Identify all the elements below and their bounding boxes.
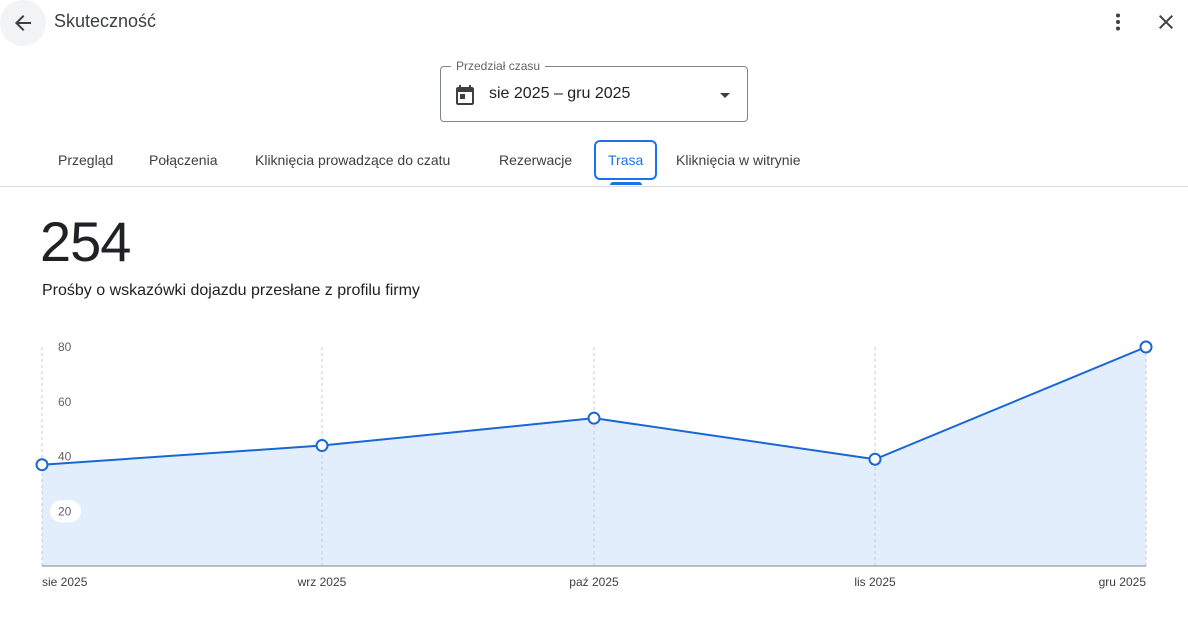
x-tick-label: gru 2025 <box>1099 575 1147 589</box>
arrow-back-icon <box>15 15 31 31</box>
data-point <box>35 458 49 472</box>
active-tab-indicator <box>610 182 642 185</box>
tab-bar: Przegląd Połączenia Kliknięcia prowadząc… <box>0 140 1188 187</box>
date-range-select[interactable]: Przedział czasu sie 2025 – gru 2025 <box>440 59 748 122</box>
data-point <box>587 411 601 425</box>
x-tick-label: paź 2025 <box>569 575 619 589</box>
date-range-value: sie 2025 – gru 2025 <box>489 85 631 102</box>
x-tick-label: sie 2025 <box>42 575 88 589</box>
more-vert-icon <box>1116 13 1120 31</box>
back-button[interactable] <box>0 0 46 46</box>
calendar-icon <box>456 85 474 105</box>
x-tick-label: wrz 2025 <box>297 575 347 589</box>
tab-trasa[interactable]: Trasa <box>594 140 658 180</box>
more-options-button[interactable] <box>1104 8 1132 36</box>
directions-chart: 20 40 60 80 sie 2025 wrz 2025 paź 2025 lis 2025… <box>35 340 1153 589</box>
y-tick-bg <box>50 500 81 523</box>
data-point <box>1139 340 1153 354</box>
date-range-legend: Przedział czasu <box>451 59 546 73</box>
metric-value: 254 <box>40 210 131 273</box>
y-tick-label: 60 <box>58 395 72 409</box>
y-tick-label: 80 <box>58 340 72 354</box>
dropdown-arrow-icon <box>720 93 730 98</box>
y-tick-label: 20 <box>58 504 72 518</box>
tab-polaczenia[interactable]: Połączenia <box>149 152 218 168</box>
close-icon <box>1159 15 1173 29</box>
data-point <box>315 439 329 453</box>
tab-rezerwacje[interactable]: Rezerwacje <box>499 152 573 168</box>
close-button[interactable] <box>1152 8 1180 36</box>
page-title: Skuteczność <box>54 11 157 31</box>
tab-klikniecia-czat[interactable]: Kliknięcia prowadzące do czatu <box>255 152 451 168</box>
data-point <box>868 452 882 466</box>
header: Skuteczność <box>0 0 1188 46</box>
y-tick-label: 40 <box>58 450 72 464</box>
tab-przeglad[interactable]: Przegląd <box>58 152 114 168</box>
metric-description: Prośby o wskazówki dojazdu przesłane z p… <box>42 282 420 299</box>
x-tick-label: lis 2025 <box>854 575 896 589</box>
tab-klikniecia-witryna[interactable]: Kliknięcia w witrynie <box>676 152 801 168</box>
